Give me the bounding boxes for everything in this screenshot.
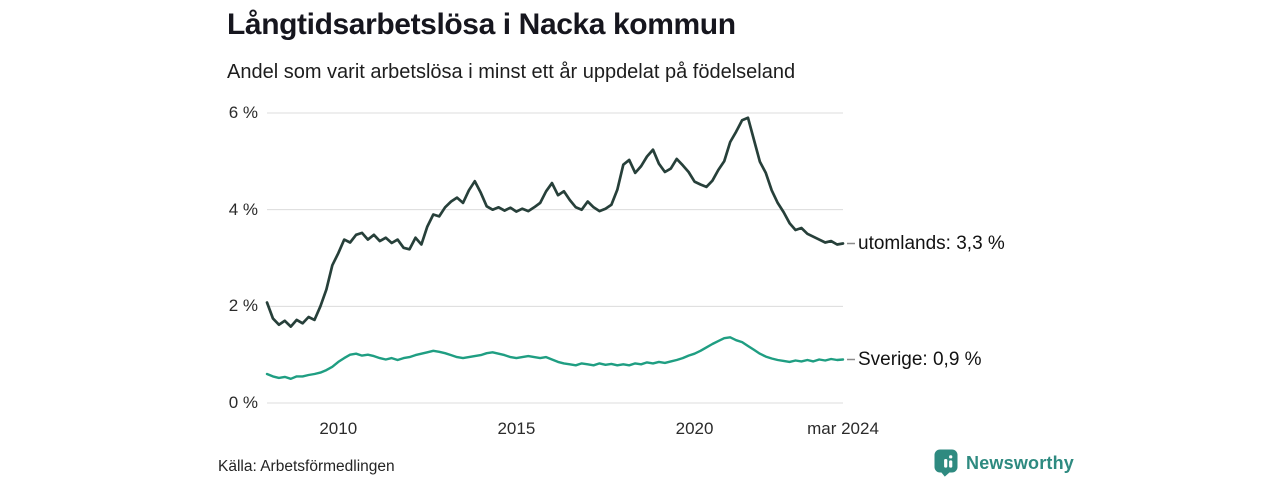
brand-logo: Newsworthy xyxy=(934,449,1074,477)
x-tick-label: mar 2024 xyxy=(807,419,879,438)
newsworthy-barchart-pin-icon xyxy=(934,449,958,477)
y-tick-label: 0 % xyxy=(228,393,258,412)
series-line-sverige xyxy=(265,336,845,380)
x-tick-label: 2015 xyxy=(497,419,536,438)
x-tick-label: 2010 xyxy=(319,419,358,438)
series-label-sverige: Sverige: 0,9 % xyxy=(858,348,982,370)
series-end-tick-dashes xyxy=(847,242,855,361)
brand-name: Newsworthy xyxy=(966,452,1075,473)
gridlines xyxy=(267,112,843,404)
source-note: Källa: Arbetsförmedlingen xyxy=(218,458,395,475)
y-tick-label: 4 % xyxy=(228,199,258,219)
series-label-utomlands: utomlands: 3,3 % xyxy=(858,232,1005,254)
y-tick-label: 6 % xyxy=(228,103,258,122)
chart-title: Långtidsarbetslösa i Nacka kommun xyxy=(227,8,736,41)
series-line-utomlands xyxy=(265,116,845,328)
y-tick-label: 2 % xyxy=(228,296,258,316)
x-tick-label: 2020 xyxy=(675,419,714,438)
chart-subtitle: Andel som varit arbetslösa i minst ett å… xyxy=(227,61,796,83)
